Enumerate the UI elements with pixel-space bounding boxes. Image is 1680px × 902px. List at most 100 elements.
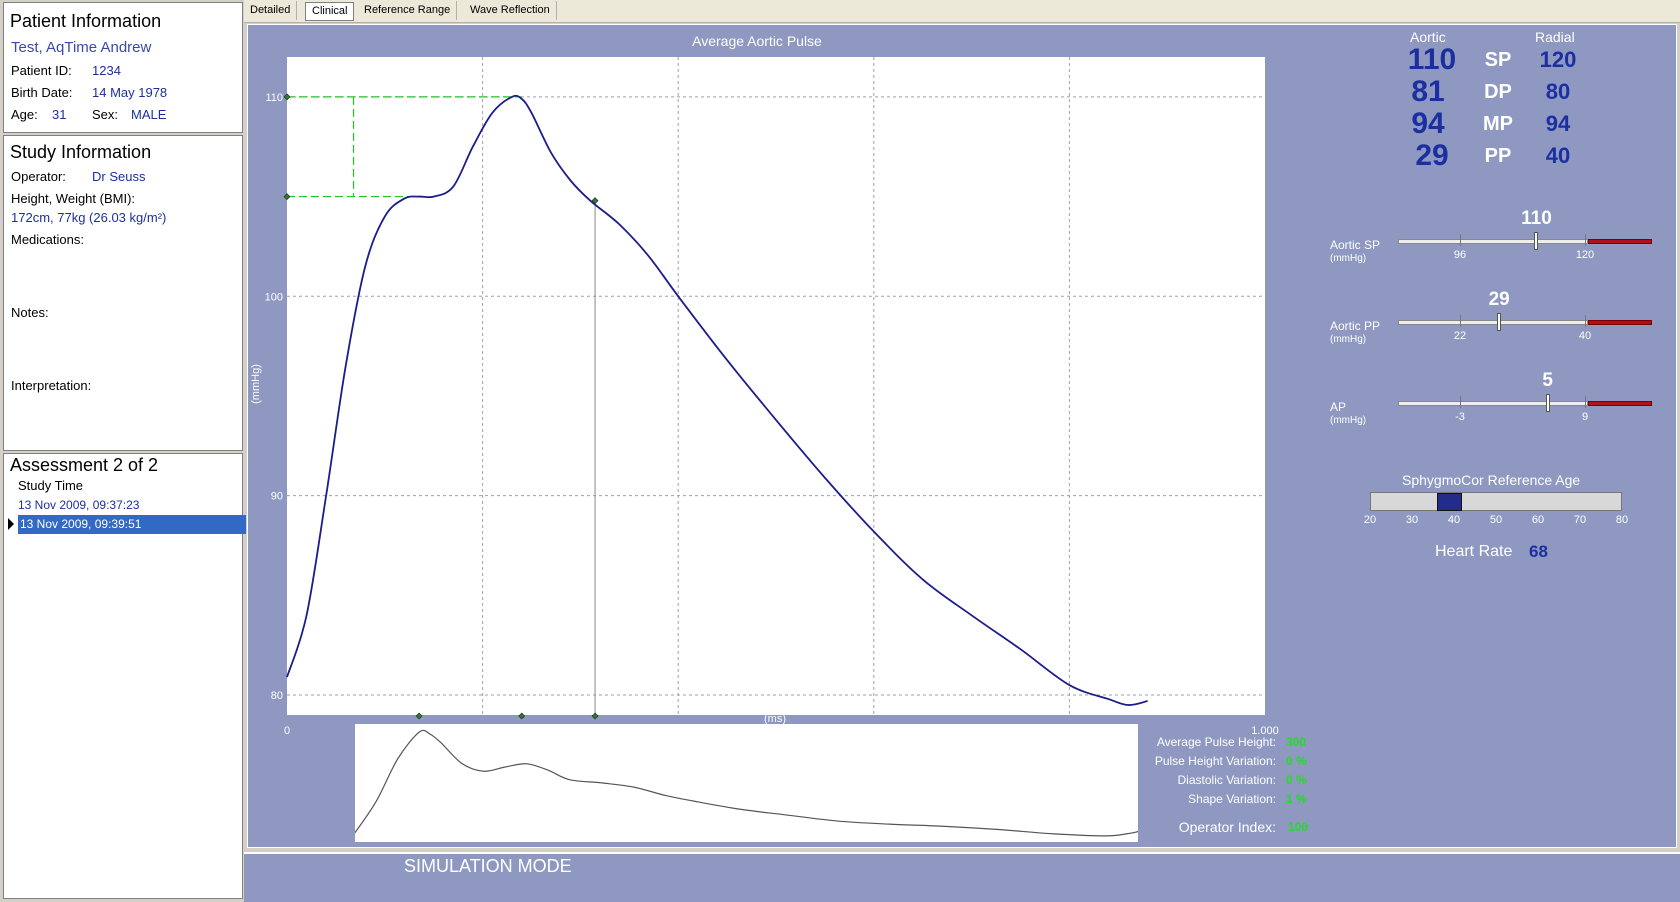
gauge-track <box>1398 320 1588 325</box>
radial-dp: 80 <box>1545 79 1571 104</box>
study-time-item[interactable]: 13 Nov 2009, 09:37:23 <box>18 498 140 512</box>
gauge-current-value: 110 <box>1521 208 1552 229</box>
y-tick-label: 110 <box>265 92 283 104</box>
radial-pp: 40 <box>1545 143 1571 168</box>
avg-pulse-height-value: 300 <box>1286 735 1307 749</box>
aortic-pp: 29 <box>1415 139 1449 172</box>
study-panel: Study Information Operator: Dr Seuss Hei… <box>3 135 243 451</box>
status-bar <box>244 852 1680 902</box>
age-value: 31 <box>52 107 67 122</box>
raw-waveform-line <box>355 729 1138 837</box>
patient-name: Test, AqTime Andrew <box>11 39 152 56</box>
radial-header: Radial <box>1535 29 1575 45</box>
aortic-dp: 81 <box>1411 75 1445 108</box>
tab-bar <box>244 0 1680 23</box>
assessment-title: Assessment 2 of 2 <box>10 455 159 475</box>
gauge-marker[interactable] <box>1497 313 1502 331</box>
chart-title: Average Aortic Pulse <box>692 33 822 49</box>
dp-label: DP <box>1484 81 1512 103</box>
tab-wave-reflection[interactable]: Wave Reflection <box>464 1 557 20</box>
gauge-low-tick <box>1460 234 1461 246</box>
gauge-high-tick <box>1585 234 1586 246</box>
gauge-track <box>1398 239 1588 244</box>
operator-label: Operator: <box>11 169 66 184</box>
ref-age-title: SphygmoCor Reference Age <box>1402 472 1581 488</box>
t1-marker-left[interactable] <box>283 193 291 201</box>
sp-label: SP <box>1484 49 1512 71</box>
gauge-label: Aortic SP <box>1330 238 1381 252</box>
gauge-low-tick <box>1460 315 1461 327</box>
ref-age-tick-label: 30 <box>1405 514 1419 526</box>
age-label: Age: <box>11 107 38 122</box>
avg-pulse-height-label: Average Pulse Height: <box>1156 735 1276 749</box>
interpretation-label: Interpretation: <box>11 378 92 393</box>
notes-label: Notes: <box>11 305 49 320</box>
gauge-current-value: 5 <box>1542 370 1553 391</box>
tab-clinical[interactable]: Clinical <box>305 2 355 21</box>
gauge-low-label: 22 <box>1453 330 1467 342</box>
shape-variation-value: 1 % <box>1286 792 1307 806</box>
gauge-red-zone <box>1588 320 1652 325</box>
pulse-height-variation-value: 0 % <box>1286 754 1307 768</box>
sex-label: Sex: <box>92 107 119 122</box>
gauge-unit: (mmHg) <box>1330 415 1367 426</box>
gauge-unit: (mmHg) <box>1330 253 1367 264</box>
patient-title: Patient Information <box>10 11 162 31</box>
y-tick-label: 90 <box>271 491 283 503</box>
plot-area <box>287 57 1265 715</box>
height-weight-label: Height, Weight (BMI): <box>11 191 136 206</box>
birth-date: 14 May 1978 <box>92 85 168 100</box>
t1-time-marker[interactable] <box>415 712 423 720</box>
gauge-low-tick <box>1460 396 1461 408</box>
x-axis-label: (ms) <box>764 713 786 725</box>
ref-age-tick-label: 20 <box>1363 514 1377 526</box>
peak-marker-left[interactable] <box>283 93 291 101</box>
pulse-height-variation-label: Pulse Height Variation: <box>1154 754 1276 768</box>
gauge-high-label: 120 <box>1575 249 1595 261</box>
operator-index-value: 100 <box>1288 820 1309 834</box>
pp-label: PP <box>1484 145 1512 167</box>
shape-variation-label: Shape Variation: <box>1188 792 1276 806</box>
gauge-marker[interactable] <box>1534 232 1539 250</box>
ref-age-tick-label: 70 <box>1573 514 1587 526</box>
y-tick-label: 80 <box>271 690 283 702</box>
gauge-marker[interactable] <box>1545 394 1550 412</box>
x-tick-label: 1,000 <box>1251 725 1279 734</box>
gauge-high-tick <box>1585 315 1586 327</box>
gauge-current-value: 29 <box>1488 289 1510 310</box>
ref-age-track <box>1370 492 1622 511</box>
augmentation-box <box>287 96 522 198</box>
aortic-pulse-line <box>286 94 1148 706</box>
tab-detailed[interactable]: Detailed <box>244 1 298 20</box>
aortic-mp: 94 <box>1411 107 1445 140</box>
ed-time-marker[interactable] <box>591 712 599 720</box>
gauge-high-tick <box>1585 396 1586 408</box>
gauge-red-zone <box>1588 239 1652 244</box>
y-tick-label: 100 <box>265 291 283 303</box>
row-pointer-icon <box>8 518 14 530</box>
gauge-unit: (mmHg) <box>1330 334 1367 345</box>
heart-rate-value: 68 <box>1529 542 1548 561</box>
birth-date-label: Birth Date: <box>11 85 73 100</box>
y-axis-label: (mmHg) <box>250 364 262 404</box>
gauge-low-label: 96 <box>1453 249 1467 261</box>
ref-age-tick-label: 80 <box>1615 514 1629 526</box>
operator-value: Dr Seuss <box>92 169 146 184</box>
aortic-header: Aortic <box>1410 29 1446 45</box>
diastolic-variation-value: 0 % <box>1286 773 1307 787</box>
gauge-red-zone <box>1588 401 1652 406</box>
diastolic-variation-label: Diastolic Variation: <box>1177 773 1276 787</box>
tab-reference-range[interactable]: Reference Range <box>358 1 458 20</box>
study-time-item-selected[interactable]: 13 Nov 2009, 09:39:51 <box>18 515 246 534</box>
ref-age-tick-label: 40 <box>1447 514 1461 526</box>
gauge-high-label: 9 <box>1581 411 1589 423</box>
gauge-label: Aortic PP <box>1330 319 1381 333</box>
study-time-header: Study Time <box>18 478 84 493</box>
raw-waveform-area <box>355 724 1138 842</box>
patient-id: 1234 <box>92 63 121 78</box>
peak-time-marker[interactable] <box>518 712 526 720</box>
ref-age-thumb[interactable] <box>1437 493 1463 511</box>
operator-index-label: Operator Index: <box>1178 819 1276 835</box>
heart-rate-label: Heart Rate <box>1435 543 1513 560</box>
study-title: Study Information <box>10 142 152 162</box>
